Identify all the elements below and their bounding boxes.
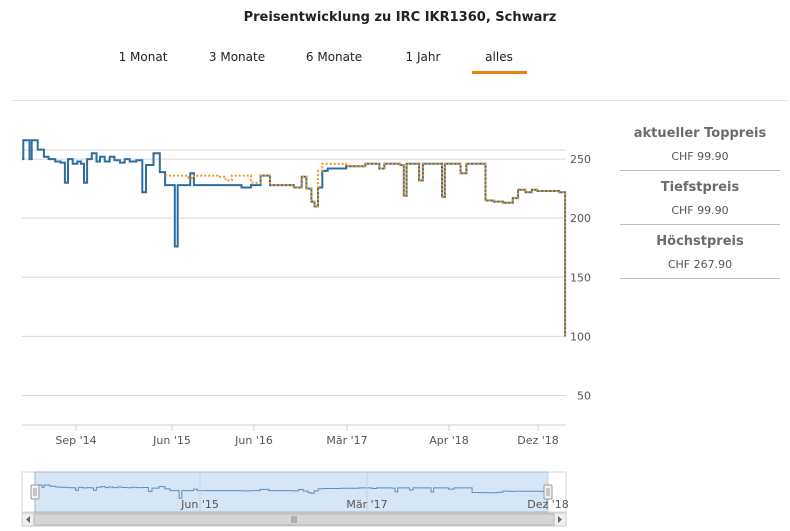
navigator-series-line	[35, 484, 548, 510]
y-tick-label: 200	[570, 212, 591, 225]
axes: 250 200 150 100 50 Sep '14 Jun '15 Jun '16 Mär '…	[22, 153, 591, 447]
lowest-price-heading: Tiefstpreis	[660, 180, 740, 195]
navigator-right-handle[interactable]	[543, 484, 553, 500]
divider	[12, 100, 788, 101]
active-tab-indicator	[472, 71, 527, 74]
price-series-dashed-line	[165, 162, 567, 337]
y-tick-label: 100	[570, 330, 591, 343]
grid	[22, 149, 566, 396]
scroll-right-arrow-icon[interactable]	[558, 516, 562, 523]
panel-divider	[620, 170, 780, 171]
navigator-left-handle[interactable]	[30, 484, 40, 500]
series-layer	[22, 139, 567, 337]
navigator[interactable]: Jun '15 Mär '17 Dez '18	[21, 471, 569, 527]
current-top-price-value: CHF 99.90	[671, 150, 729, 163]
y-tick-label: 250	[570, 153, 591, 166]
current-top-price-heading: aktueller Toppreis	[633, 126, 767, 141]
highest-price-value: CHF 267.90	[667, 258, 733, 271]
tab-1-jahr[interactable]: 1 Jahr	[405, 50, 441, 64]
panel-divider	[620, 224, 780, 225]
x-tick-label: Dez '18	[517, 434, 559, 447]
x-tick-label: Sep '14	[55, 434, 96, 447]
navigator-tick-label: Dez '18	[527, 498, 569, 511]
highest-price-heading: Höchstpreis	[656, 234, 744, 249]
y-tick-label: 150	[570, 271, 591, 284]
tab-alles[interactable]: alles	[485, 50, 513, 64]
scroll-left-arrow-icon[interactable]	[26, 516, 30, 523]
x-tick-label: Apr '18	[429, 434, 469, 447]
panel-divider	[620, 278, 780, 279]
chart-title: Preisentwicklung zu IRC IKR1360, Schwarz	[243, 10, 557, 25]
tab-3-monate[interactable]: 3 Monate	[208, 50, 266, 64]
price-series-line	[22, 139, 567, 337]
x-tick-label: Mär '17	[326, 434, 367, 447]
tab-6-monate[interactable]: 6 Monate	[305, 50, 363, 64]
navigator-selection[interactable]	[34, 471, 549, 513]
tab-1-monat[interactable]: 1 Monat	[118, 50, 168, 64]
navigator-tick-label: Jun '15	[180, 498, 219, 511]
y-tick-label: 50	[577, 389, 591, 402]
lowest-price-value: CHF 99.90	[671, 204, 729, 217]
navigator-tick-label: Mär '17	[346, 498, 387, 511]
x-tick-label: Jun '16	[234, 434, 273, 447]
x-tick-label: Jun '15	[152, 434, 191, 447]
